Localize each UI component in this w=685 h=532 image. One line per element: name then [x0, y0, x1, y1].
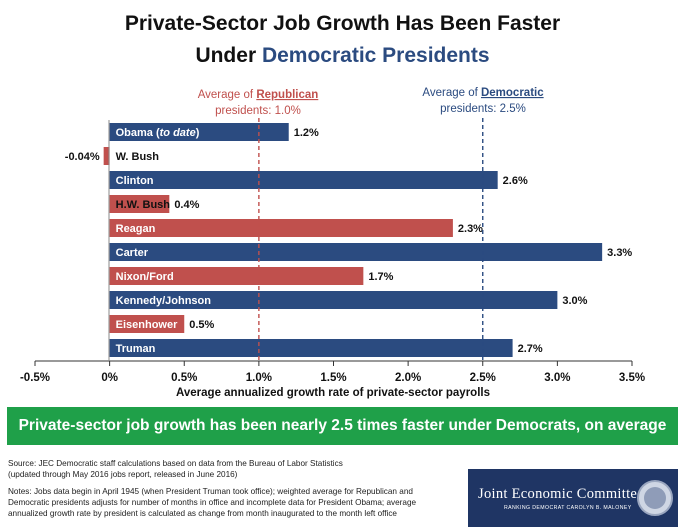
category-label: Reagan [116, 223, 156, 235]
x-tick-label: 1.0% [246, 372, 272, 384]
x-tick-label: 0.5% [171, 372, 197, 384]
data-label: 2.7% [518, 343, 543, 355]
summary-banner: Private-sector job growth has been nearl… [7, 407, 678, 445]
jec-logo: Joint Economic Committee RANKING DEMOCRA… [468, 469, 678, 527]
democratic-average-label-line2: presidents: 2.5% [440, 103, 526, 115]
category-label: H.W. Bush [116, 199, 171, 211]
data-label: 0.4% [174, 199, 199, 211]
bar [109, 195, 170, 213]
data-label: 2.3% [458, 223, 483, 235]
notes-line-2: Democratic presidents adjusts for number… [8, 498, 417, 507]
chart-title-line2: Under Democratic Presidents [0, 44, 685, 68]
data-label: -0.04% [65, 151, 100, 163]
republican-average-label-line2: presidents: 1.0% [215, 105, 301, 117]
source-line-1: Source: JEC Democratic staff calculation… [8, 459, 343, 468]
category-label: W. Bush [116, 151, 160, 163]
republican-average-label-line1: Average of Republican [198, 89, 319, 101]
category-label: Eisenhower [116, 319, 178, 331]
category-label: Clinton [116, 175, 154, 187]
bar [109, 339, 513, 357]
x-tick-label: 3.0% [544, 372, 570, 384]
source-note: Source: JEC Democratic staff calculation… [8, 458, 388, 480]
bar [109, 243, 603, 261]
bar [109, 171, 498, 189]
x-tick-label: 1.5% [320, 372, 346, 384]
jec-logo-name: Joint Economic Committee [478, 486, 644, 502]
data-label: 1.2% [294, 127, 319, 139]
x-tick-label: 0% [101, 372, 118, 384]
data-label: 3.0% [562, 295, 587, 307]
bar [109, 219, 453, 237]
democratic-average-label-line1: Average of Democratic [422, 87, 544, 99]
x-tick-label: 3.5% [619, 372, 645, 384]
data-label: 2.6% [503, 175, 528, 187]
chart-title-line1: Private-Sector Job Growth Has Been Faste… [124, 12, 561, 35]
x-tick-label: -0.5% [20, 372, 50, 384]
category-label: Truman [116, 343, 156, 355]
title-highlight: Democratic Presidents [261, 44, 490, 67]
data-label: 1.7% [368, 271, 393, 283]
jec-logo-subtitle: RANKING DEMOCRAT CAROLYN B. MALONEY [504, 505, 632, 511]
methodology-notes: Notes: Jobs data begin in April 1945 (wh… [8, 486, 453, 519]
x-tick-label: 2.0% [395, 372, 421, 384]
bar [109, 267, 364, 285]
bar [109, 291, 558, 309]
x-tick-label: 2.5% [470, 372, 496, 384]
notes-line-1: Notes: Jobs data begin in April 1945 (wh… [8, 487, 413, 496]
source-line-2: (updated through May 2016 jobs report, r… [8, 470, 238, 479]
bar [103, 147, 110, 165]
category-label: Kennedy/Johnson [116, 295, 212, 307]
data-label: 0.5% [189, 319, 214, 331]
x-axis-label: Average annualized growth rate of privat… [176, 387, 490, 399]
category-label: Carter [116, 247, 149, 259]
bar [109, 123, 289, 141]
notes-line-3: annualized growth rate by president is c… [8, 509, 397, 518]
seal-inner-icon [644, 487, 666, 509]
category-label: Obama (to date) [116, 127, 200, 139]
bar [109, 315, 185, 333]
bar-chart: Average of Republican presidents: 1.0% A… [20, 87, 645, 399]
title-prefix: Under [195, 44, 262, 67]
data-label: 3.3% [607, 247, 632, 259]
category-label: Nixon/Ford [116, 271, 174, 283]
